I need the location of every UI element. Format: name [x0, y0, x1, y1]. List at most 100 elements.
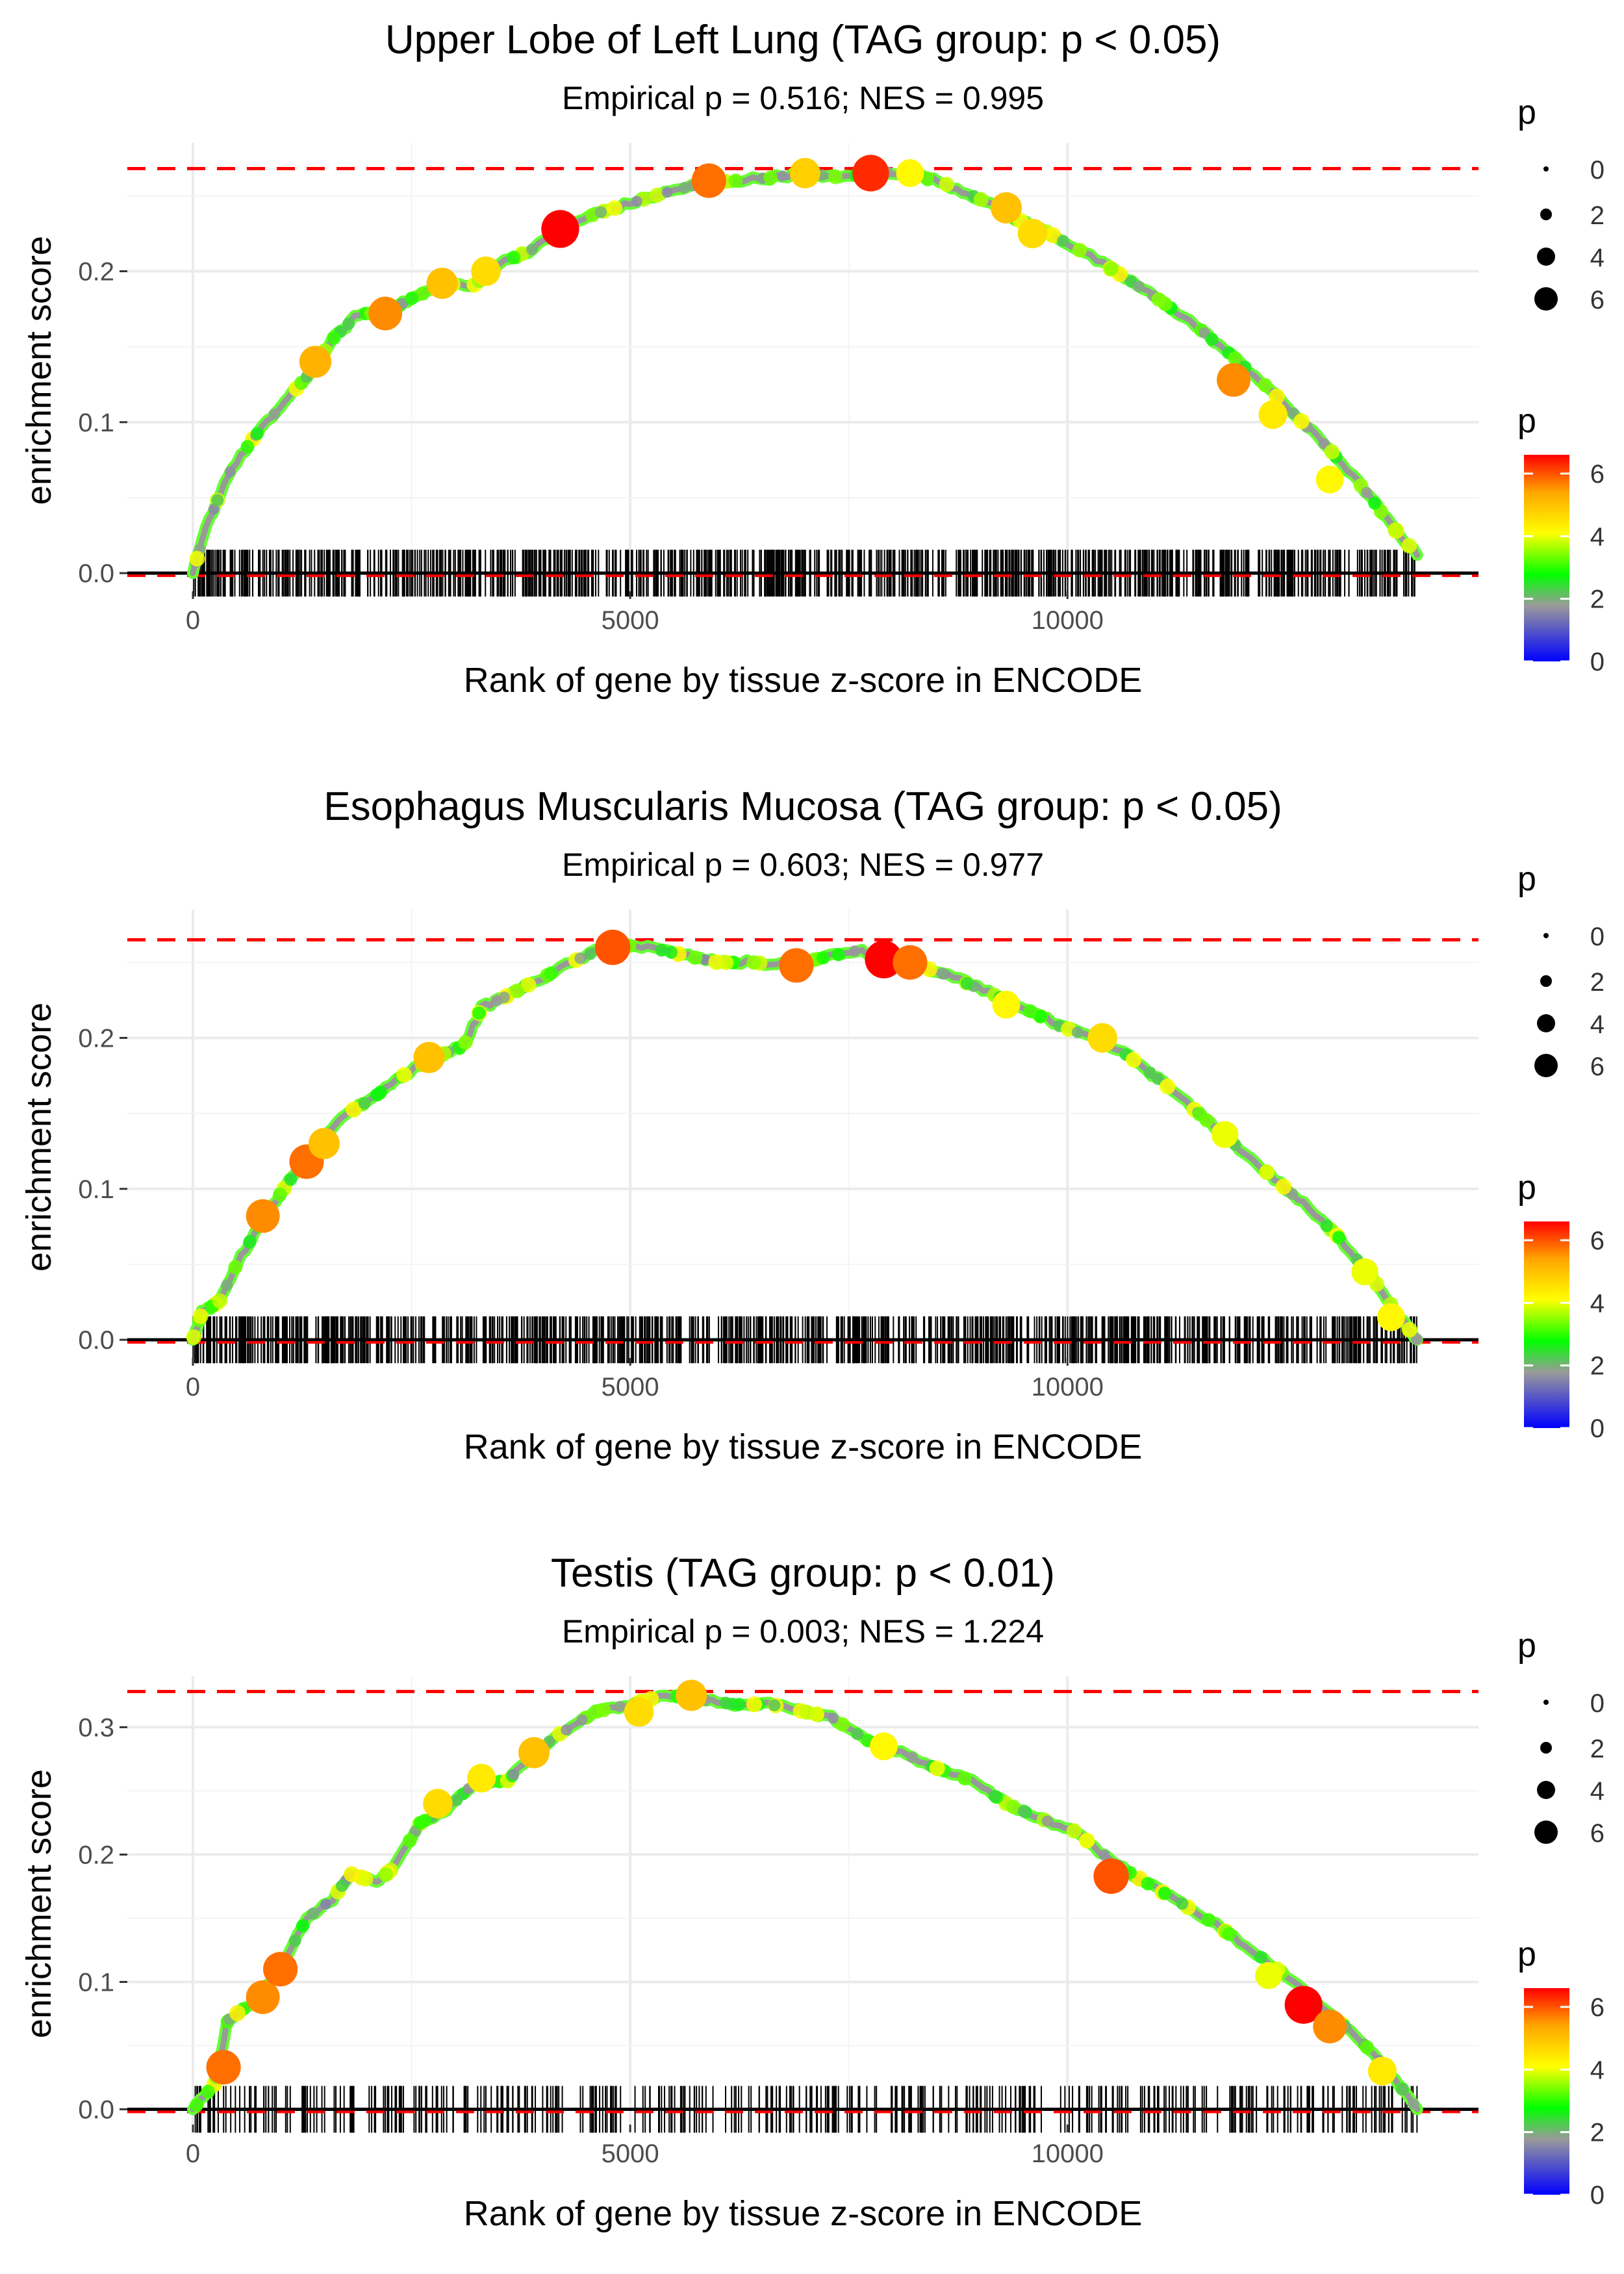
highlight-point: [1093, 1858, 1129, 1894]
gene-point: [240, 440, 255, 454]
highlight-point: [992, 990, 1021, 1019]
highlight-point: [1351, 1258, 1378, 1286]
gene-point: [1259, 1164, 1275, 1180]
highlight-point: [206, 2050, 241, 2085]
highlight-points: [186, 929, 1423, 1345]
gene-point: [594, 206, 607, 218]
gene-point: [1401, 537, 1417, 554]
highlight-point: [1211, 1121, 1239, 1148]
gene-point: [189, 550, 205, 567]
gene-point: [186, 1329, 202, 1345]
size-legend: p 0 2 4 6: [1517, 860, 1605, 1081]
highlight-point: [467, 1763, 496, 1793]
y-tick-label: 0.1: [78, 1968, 114, 1997]
gene-point: [1066, 1823, 1082, 1839]
gene-point: [1057, 235, 1069, 248]
y-tick-label: 0.1: [78, 409, 114, 437]
gene-point: [1324, 444, 1340, 460]
gene-point: [1368, 496, 1382, 510]
gene-point: [1006, 1799, 1021, 1814]
gene-point: [307, 1908, 319, 1920]
colorbar: [1524, 1221, 1569, 1428]
gene-point: [649, 187, 665, 203]
gene-point: [1396, 2083, 1409, 2095]
highlight-point: [426, 268, 458, 300]
gene-point: [296, 1919, 310, 1933]
gene-point: [1072, 242, 1087, 258]
size-legend: p 0 2 4 6: [1517, 1627, 1605, 1848]
gene-point: [746, 1696, 763, 1713]
color-legend: p 0 2 4 6: [1517, 1935, 1605, 2210]
gene-point: [268, 408, 280, 420]
gene-point: [828, 170, 843, 185]
highlight-point: [865, 940, 903, 978]
x-tick-label: 0: [186, 2140, 200, 2168]
gene-point: [661, 186, 673, 198]
gene-point: [357, 1871, 374, 1887]
gene-point: [1408, 2098, 1419, 2110]
gene-point: [1254, 1950, 1267, 1964]
highlight-point: [1087, 1023, 1117, 1053]
gene-point: [458, 1035, 473, 1050]
gene-point: [614, 1700, 626, 1713]
gene-point: [1222, 1927, 1236, 1941]
size-legend-label-4: 4: [1590, 1010, 1605, 1039]
gene-point: [1151, 292, 1166, 307]
gene-point: [507, 250, 521, 264]
colorbar-tick-label: 2: [1590, 1352, 1605, 1381]
gene-point: [960, 977, 974, 990]
size-legend-dot-2: [1540, 1742, 1552, 1754]
gene-point: [1034, 1010, 1048, 1023]
size-legend-label-0: 0: [1590, 156, 1605, 185]
color-legend: p 0 2 4 6: [1517, 1169, 1605, 1443]
gene-point: [509, 983, 525, 999]
gene-point: [201, 2084, 215, 2099]
gene-point: [988, 1790, 1002, 1803]
colorbar-tick-label: 0: [1590, 1414, 1605, 1443]
gene-point: [508, 1769, 520, 1780]
x-axis-label: Rank of gene by tissue z-score in ENCODE: [464, 661, 1142, 700]
size-legend-title: p: [1517, 860, 1536, 898]
highlight-point: [1284, 1986, 1323, 2024]
colorbar-tick-label: 6: [1590, 1227, 1605, 1255]
x-axis-label: Rank of gene by tissue z-score in ENCODE: [464, 1427, 1142, 1466]
colorbar-ticks: 0 2 4 6: [1524, 1227, 1605, 1443]
y-tick-label: 0.0: [78, 559, 114, 588]
gene-point: [929, 1760, 945, 1776]
gene-point: [631, 196, 642, 207]
chart-subtitle: Empirical p = 0.003; NES = 1.224: [562, 1613, 1044, 1650]
colorbar-tick-label: 6: [1590, 1993, 1605, 2022]
x-axis: 0 5000 10000: [186, 2125, 1104, 2168]
gene-point: [1388, 522, 1403, 538]
gene-point: [450, 1794, 463, 1807]
gene-point: [1160, 1079, 1176, 1095]
gene-point: [1361, 487, 1373, 498]
colorbar: [1524, 455, 1569, 661]
size-legend-dot-4: [1537, 248, 1555, 266]
gene-point: [1258, 377, 1273, 392]
size-legend: p 0 2 4 6: [1517, 94, 1605, 314]
y-tick-label: 0.0: [78, 2095, 114, 2124]
gene-point: [192, 1308, 209, 1324]
y-tick-label: 0.2: [78, 257, 114, 286]
gene-point: [1141, 1876, 1155, 1891]
highlight-point: [1313, 2010, 1347, 2043]
color-legend-title: p: [1517, 1169, 1536, 1207]
plot-panel: [127, 910, 1478, 1358]
gene-point: [1176, 1897, 1189, 1910]
highlight-point: [1255, 1961, 1282, 1989]
gene-point: [606, 200, 623, 216]
gene-point: [358, 1097, 371, 1110]
colorbar-tick-label: 4: [1590, 522, 1605, 551]
gene-point: [1320, 1219, 1333, 1233]
gene-point: [1205, 333, 1219, 346]
gene-point: [665, 945, 678, 959]
y-axis-label: enrichment score: [19, 236, 58, 505]
gene-point: [344, 1866, 360, 1883]
gene-point: [224, 466, 236, 478]
x-tick-label: 0: [186, 1373, 200, 1401]
highlight-point: [790, 158, 820, 188]
highlight-point: [852, 155, 889, 192]
highlight-point: [471, 256, 501, 287]
